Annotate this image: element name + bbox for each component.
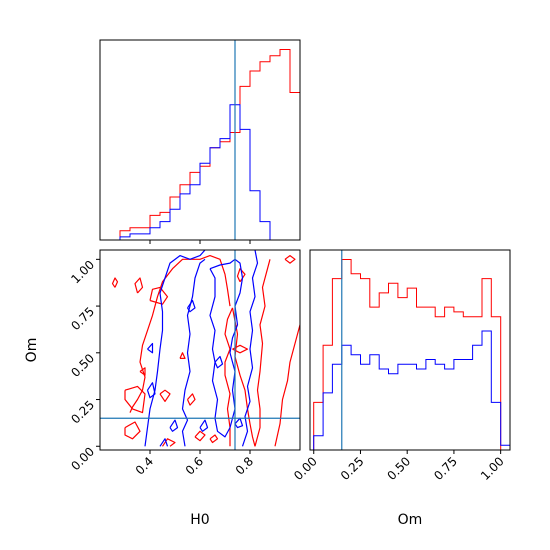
red-contour-17 <box>162 438 176 447</box>
red-contour-13 <box>159 389 171 402</box>
blue-contour-9 <box>199 419 209 432</box>
blue-contour-2 <box>209 268 231 438</box>
x-axis-label-h0: H0 <box>190 512 209 528</box>
om-y-tick-label-3: 0.75 <box>68 304 97 333</box>
red-contour-4 <box>274 324 300 447</box>
red-contour-0 <box>129 255 231 413</box>
contours-blue <box>144 250 259 447</box>
om-histogram-x-ticks: 0.00 0.25 0.50 0.75 1.00 <box>291 450 507 483</box>
red-contour-7 <box>149 286 169 305</box>
blue-contour-0 <box>144 250 206 447</box>
om-x-tick-label-4: 1.00 <box>478 454 507 483</box>
om-y-tick-label-2: 0.50 <box>68 351 97 380</box>
blue-contour-10 <box>186 299 196 313</box>
y-axis-label-om: Om <box>24 338 40 363</box>
red-contour-15 <box>194 430 206 442</box>
om-x-tick-label-3: 0.75 <box>431 454 460 483</box>
h0-histogram-frame <box>99 39 301 241</box>
contours-red <box>111 255 300 447</box>
red-contour-10 <box>232 344 249 354</box>
om-x-tick-label-0: 0.00 <box>291 454 320 483</box>
red-contour-9 <box>111 277 119 288</box>
om-x-tick-label-2: 0.50 <box>385 454 414 483</box>
om-y-tick-label-1: 0.25 <box>68 398 97 427</box>
contour-y-ticks: 0.00 0.25 0.50 0.75 1.00 <box>68 258 100 473</box>
red-contour-5 <box>124 385 146 414</box>
blue-contour-7 <box>147 342 154 354</box>
red-contour-19 <box>139 367 146 376</box>
blue-contour-12 <box>234 417 244 429</box>
blue-contour-6 <box>146 382 156 399</box>
blue-contour-1 <box>181 258 206 447</box>
om-histogram-panel: 0.00 0.25 0.50 0.75 1.00 Om <box>291 249 511 528</box>
blue-contour-5 <box>214 355 224 369</box>
blue-contour-8 <box>169 419 179 432</box>
om-histogram-blue <box>310 330 510 450</box>
om-histogram-red <box>310 259 510 450</box>
red-contour-14 <box>186 393 196 406</box>
blue-contour-4 <box>241 250 259 447</box>
h0-histogram-ticks <box>149 240 251 244</box>
x-axis-label-om: Om <box>398 512 423 528</box>
contour-x-ticks: 0.4 0.6 0.8 <box>133 450 256 478</box>
h0-histogram-panel <box>99 39 301 244</box>
red-contour-1 <box>231 307 256 447</box>
red-contour-18 <box>179 352 186 359</box>
blue-contour-11 <box>159 438 169 447</box>
red-contour-3 <box>254 259 271 447</box>
contour-panel: 0.4 0.6 0.8 0.00 0.25 0.50 0.75 1.00 H0 Om <box>24 249 301 528</box>
h0-histogram-red <box>119 49 300 240</box>
red-contour-12 <box>284 255 296 264</box>
red-contour-16 <box>209 434 219 444</box>
h0-tick-label-1: 0.6 <box>183 454 206 477</box>
red-contour-6 <box>124 421 141 440</box>
red-contour-11 <box>236 268 246 283</box>
red-contour-2 <box>224 307 234 447</box>
h0-histogram-blue <box>119 104 300 240</box>
om-y-tick-label-0: 0.00 <box>68 444 97 473</box>
om-histogram-frame <box>309 249 511 451</box>
red-contour-8 <box>134 277 144 294</box>
om-x-tick-label-1: 0.25 <box>338 454 367 483</box>
contour-frame <box>99 249 301 451</box>
h0-tick-label-2: 0.8 <box>233 454 256 477</box>
om-y-tick-label-4: 1.00 <box>68 258 97 287</box>
h0-tick-label-0: 0.4 <box>133 454 156 477</box>
